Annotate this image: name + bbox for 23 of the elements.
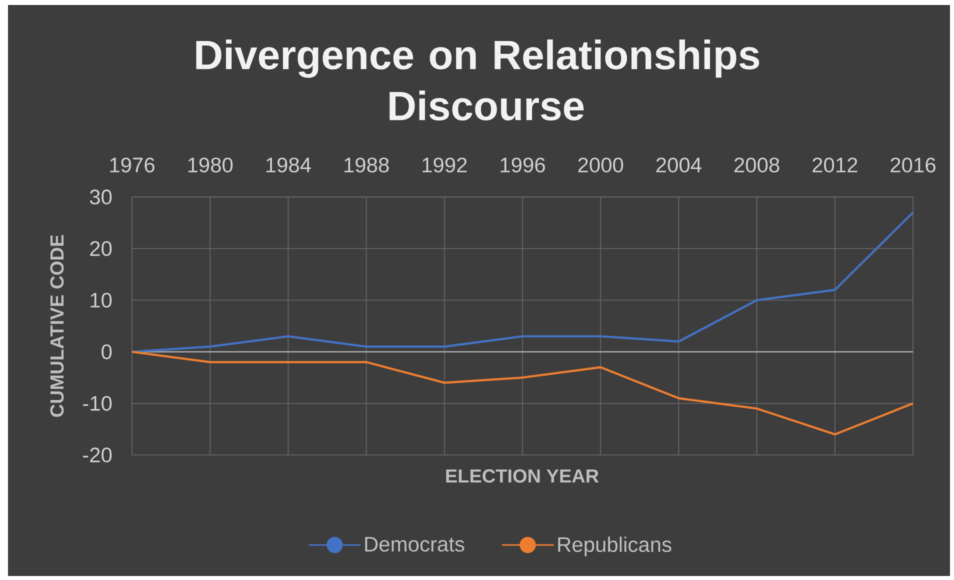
line-series [130,211,914,353]
y-tick-label: -10 [83,396,112,411]
x-tick-label: 1980 [188,158,233,172]
x-tick-label: 1976 [110,158,154,172]
y-tick-label: 30 [90,190,112,204]
x-tick-label: 2000 [578,158,624,172]
x-tick-label: 2004 [656,158,702,172]
x-tick-label: 1984 [266,158,311,172]
y-tick-label: -20 [83,448,112,462]
y-tick-label: 10 [90,292,112,308]
x-tick-label: 2016 [890,158,936,172]
legend-label: Republicans [558,536,672,556]
x-tick-label: 1996 [500,158,545,172]
chart-title: Divergence on Relationships Discourse [196,39,760,121]
x-tick-label: 2012 [812,158,858,172]
legend-label: Democrats [365,537,464,552]
x-axis-title: ELECTION YEAR [446,469,599,483]
y-tick-label: 20 [90,241,112,256]
y-axis-title: CUMULATIVE CODE [50,235,64,417]
x-tick-label: 2008 [734,158,780,172]
x-tick-label: 1992 [422,158,467,172]
x-tick-label: 1988 [344,158,389,172]
y-tick-label: 0 [102,344,112,360]
